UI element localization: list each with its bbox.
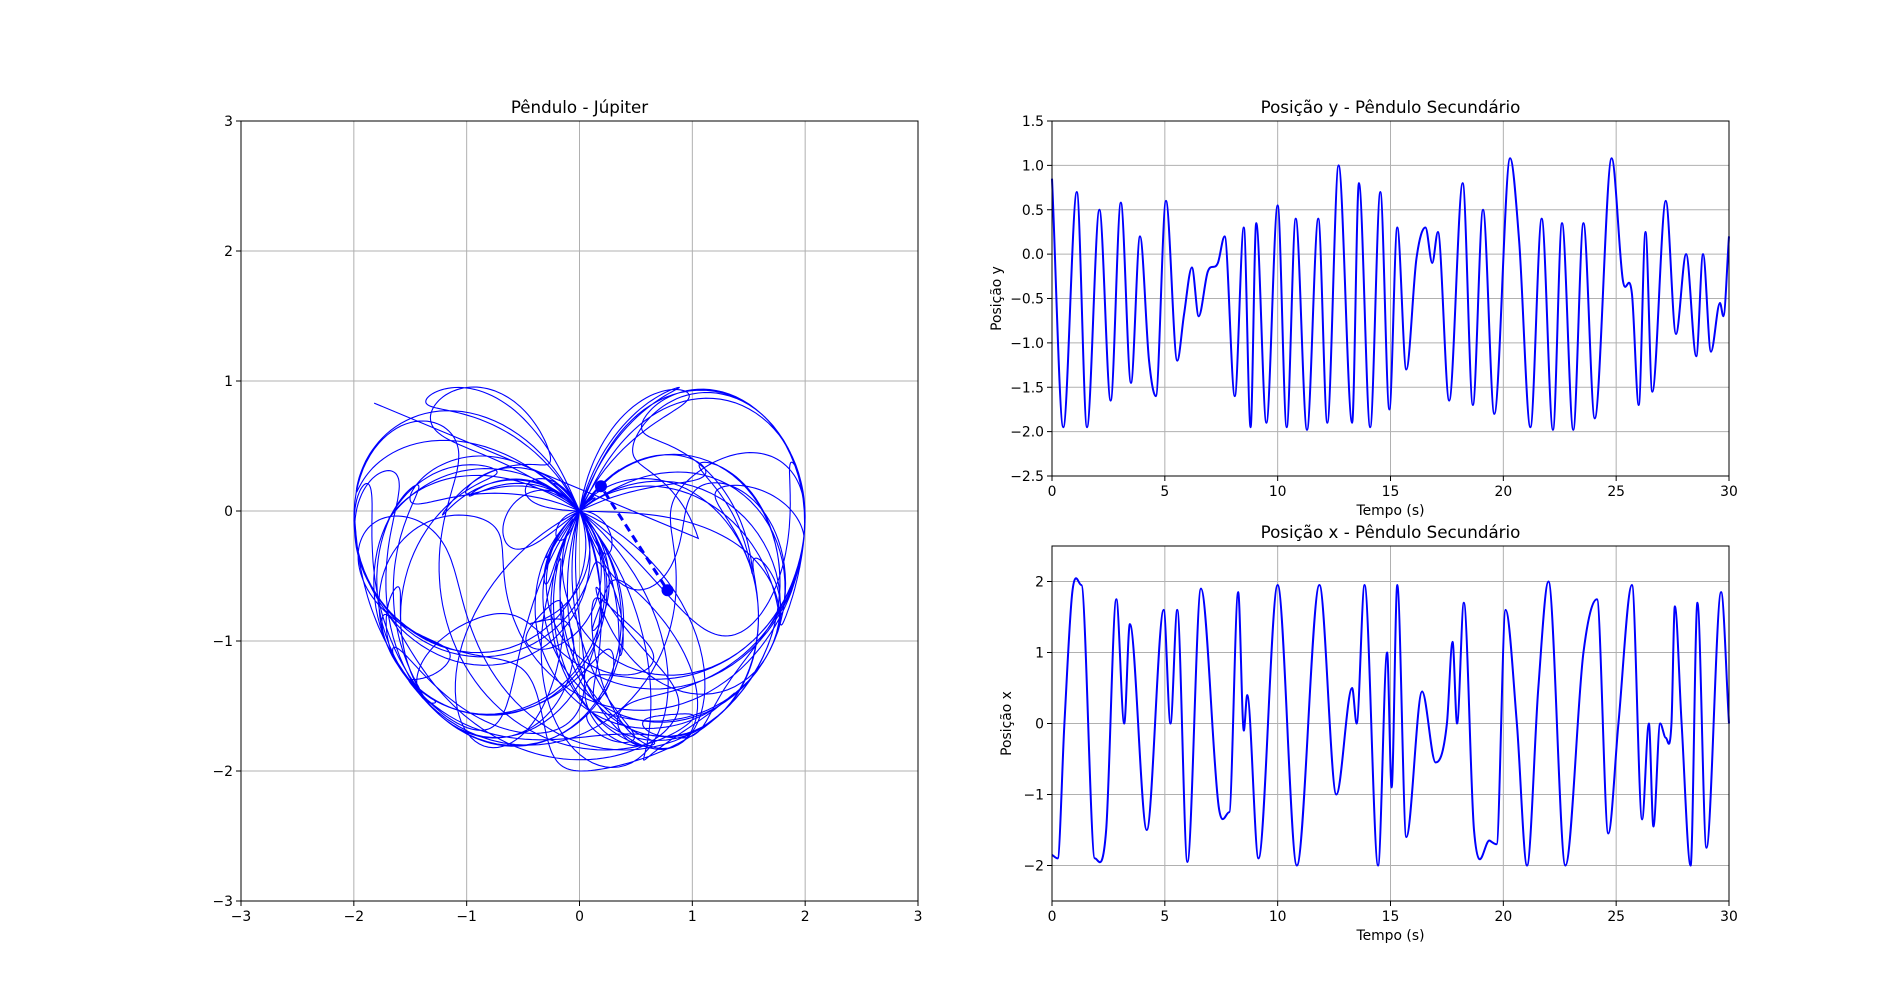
- posy-series-line: [1051, 157, 1730, 431]
- position-y-xlabel: Tempo (s): [1355, 503, 1424, 519]
- y-tick-label: −2: [1024, 859, 1044, 875]
- pendulum-bob-secondary: [661, 584, 674, 597]
- y-tick-label: 1: [1035, 646, 1044, 662]
- y-tick-label: 0.0: [1022, 247, 1044, 263]
- pendulum-title: Pêndulo - Júpiter: [511, 97, 648, 117]
- x-tick-label: 0: [1048, 484, 1057, 500]
- x-tick-label: 30: [1720, 484, 1738, 500]
- x-tick-label: 10: [1269, 484, 1287, 500]
- x-tick-label: 1: [688, 909, 697, 925]
- y-tick-label: 0: [1035, 717, 1044, 733]
- x-tick-label: 15: [1382, 909, 1400, 925]
- position-y-ylabel: Posição y: [989, 266, 1005, 331]
- x-tick-label: −3: [231, 909, 251, 925]
- y-tick-label: 1.0: [1022, 158, 1044, 174]
- y-tick-label: −2: [213, 764, 233, 780]
- x-tick-label: 25: [1607, 909, 1625, 925]
- x-tick-label: 5: [1160, 484, 1169, 500]
- position-x-ylabel: Posição x: [999, 691, 1015, 756]
- y-tick-label: 3: [224, 114, 233, 130]
- posx-series-line: [1051, 577, 1730, 867]
- x-tick-label: 0: [1048, 909, 1057, 925]
- y-tick-label: 1: [224, 374, 233, 390]
- x-tick-label: 3: [914, 909, 923, 925]
- position-x-title: Posição x - Pêndulo Secundário: [1261, 522, 1521, 542]
- x-tick-label: 5: [1160, 909, 1169, 925]
- x-tick-label: 2: [801, 909, 810, 925]
- y-tick-label: −3: [213, 894, 233, 910]
- position-y-panel: 0 5 10 15 20 25 30 −2.5 −2.0 −1.5 −1.0 −0.5 0.0 0.5 1.…: [989, 97, 1738, 519]
- y-tick-label: 0: [224, 504, 233, 520]
- x-tick-label: −1: [456, 909, 476, 925]
- x-tick-label: 20: [1494, 909, 1512, 925]
- y-tick-label: −0.5: [1010, 292, 1044, 308]
- y-tick-label: −1: [1024, 788, 1044, 804]
- y-tick-label: 0.5: [1022, 203, 1044, 219]
- position-y-title: Posição y - Pêndulo Secundário: [1261, 97, 1521, 117]
- pendulum-trajectory: [353, 386, 806, 772]
- x-tick-label: 0: [575, 909, 584, 925]
- y-tick-label: −1.0: [1010, 336, 1044, 352]
- y-tick-label: 1.5: [1022, 114, 1044, 130]
- x-tick-label: −2: [344, 909, 364, 925]
- position-x-panel: 0 5 10 15 20 25 30 −2 −1 0 1 2 Posição x - Pêndulo …: [999, 522, 1738, 944]
- y-tick-label: −1.5: [1010, 380, 1044, 396]
- x-tick-label: 20: [1494, 484, 1512, 500]
- x-tick-label: 10: [1269, 909, 1287, 925]
- x-tick-label: 25: [1607, 484, 1625, 500]
- y-tick-label: 2: [1035, 575, 1044, 591]
- y-tick-label: −1: [213, 634, 233, 650]
- y-tick-label: 2: [224, 244, 233, 260]
- y-tick-label: −2.0: [1010, 425, 1044, 441]
- y-tick-label: −2.5: [1010, 469, 1044, 485]
- x-tick-label: 30: [1720, 909, 1738, 925]
- x-tick-label: 15: [1382, 484, 1400, 500]
- position-x-xlabel: Tempo (s): [1355, 928, 1424, 944]
- pendulum-panel: −3 −2 −1 0 1 2 3 −3 −2 −1 0 1 2 3 Pêndulo - Júpiter: [213, 97, 923, 925]
- pendulum-bob-primary: [594, 480, 607, 493]
